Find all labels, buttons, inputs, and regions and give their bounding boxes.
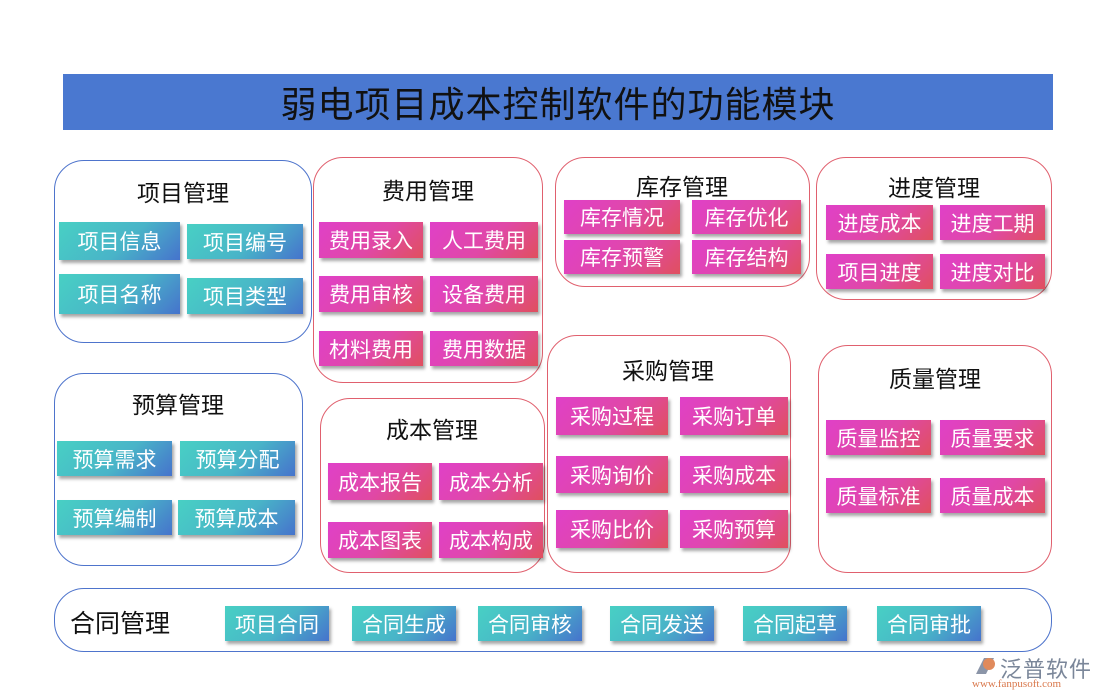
module-purchase	[547, 335, 791, 573]
function-button[interactable]: 质量标准	[826, 478, 931, 513]
function-button[interactable]: 成本构成	[439, 522, 543, 558]
function-button[interactable]: 费用审核	[319, 276, 423, 312]
module-title: 采购管理	[622, 359, 714, 384]
function-button[interactable]: 采购过程	[556, 397, 668, 435]
function-button[interactable]: 库存结构	[692, 240, 801, 274]
module-quality	[818, 345, 1052, 573]
logo-icon	[976, 658, 995, 674]
function-button[interactable]: 合同起草	[743, 606, 847, 641]
module-title: 库存管理	[636, 175, 728, 200]
module-title: 预算管理	[132, 393, 224, 418]
function-button[interactable]: 合同审核	[478, 606, 582, 641]
function-button[interactable]: 合同生成	[352, 606, 456, 641]
function-button[interactable]: 预算需求	[57, 441, 172, 476]
logo-url: www.fanpusoft.com	[972, 678, 1062, 690]
function-button[interactable]: 项目进度	[826, 254, 933, 289]
function-button[interactable]: 成本图表	[328, 522, 432, 558]
fanpusoft-logo: 泛普软件 www.fanpusoft.com	[972, 652, 1097, 692]
function-button[interactable]: 材料费用	[319, 331, 423, 366]
function-button[interactable]: 库存优化	[692, 200, 801, 234]
module-progress	[816, 157, 1052, 300]
module-title: 项目管理	[137, 181, 229, 206]
function-button[interactable]: 质量要求	[940, 420, 1045, 455]
module-project	[54, 160, 312, 343]
function-button[interactable]: 库存预警	[564, 240, 680, 274]
module-title: 成本管理	[386, 418, 478, 443]
function-button[interactable]: 质量监控	[826, 420, 931, 455]
function-button[interactable]: 项目类型	[187, 278, 303, 314]
function-button[interactable]: 质量成本	[940, 478, 1045, 513]
function-button[interactable]: 采购比价	[556, 510, 668, 548]
function-button[interactable]: 项目信息	[59, 222, 180, 260]
function-button[interactable]: 进度工期	[940, 205, 1045, 240]
module-title: 费用管理	[382, 179, 474, 204]
function-button[interactable]: 项目名称	[59, 274, 180, 314]
function-button[interactable]: 采购询价	[556, 456, 668, 493]
function-button[interactable]: 合同发送	[610, 606, 714, 641]
logo-name: 泛普软件	[1000, 657, 1093, 682]
function-button[interactable]: 费用录入	[319, 222, 423, 258]
module-expense	[313, 157, 543, 383]
module-contract	[54, 588, 1052, 652]
page-title: 弱电项目成本控制软件的功能模块	[63, 74, 1053, 130]
function-button[interactable]: 预算编制	[57, 500, 172, 535]
module-cost	[320, 398, 545, 573]
function-button[interactable]: 预算分配	[180, 441, 295, 476]
module-budget	[54, 373, 303, 566]
function-button[interactable]: 成本报告	[328, 463, 432, 500]
module-title: 进度管理	[888, 176, 980, 201]
function-button[interactable]: 成本分析	[439, 463, 543, 500]
function-button[interactable]: 项目合同	[225, 606, 329, 641]
function-button[interactable]: 采购成本	[680, 456, 788, 493]
function-button[interactable]: 预算成本	[178, 500, 295, 535]
function-button[interactable]: 项目编号	[187, 224, 303, 259]
function-button[interactable]: 进度成本	[826, 205, 933, 240]
function-button[interactable]: 合同审批	[877, 606, 981, 641]
function-button[interactable]: 费用数据	[430, 331, 538, 366]
function-button[interactable]: 采购订单	[680, 397, 788, 435]
function-button[interactable]: 设备费用	[430, 276, 538, 312]
module-inventory	[555, 157, 810, 287]
module-title: 合同管理	[70, 611, 171, 638]
function-button[interactable]: 进度对比	[940, 254, 1045, 289]
function-button[interactable]: 采购预算	[680, 510, 788, 548]
module-title: 质量管理	[889, 367, 981, 392]
function-button[interactable]: 人工费用	[430, 222, 538, 258]
function-button[interactable]: 库存情况	[564, 200, 680, 234]
